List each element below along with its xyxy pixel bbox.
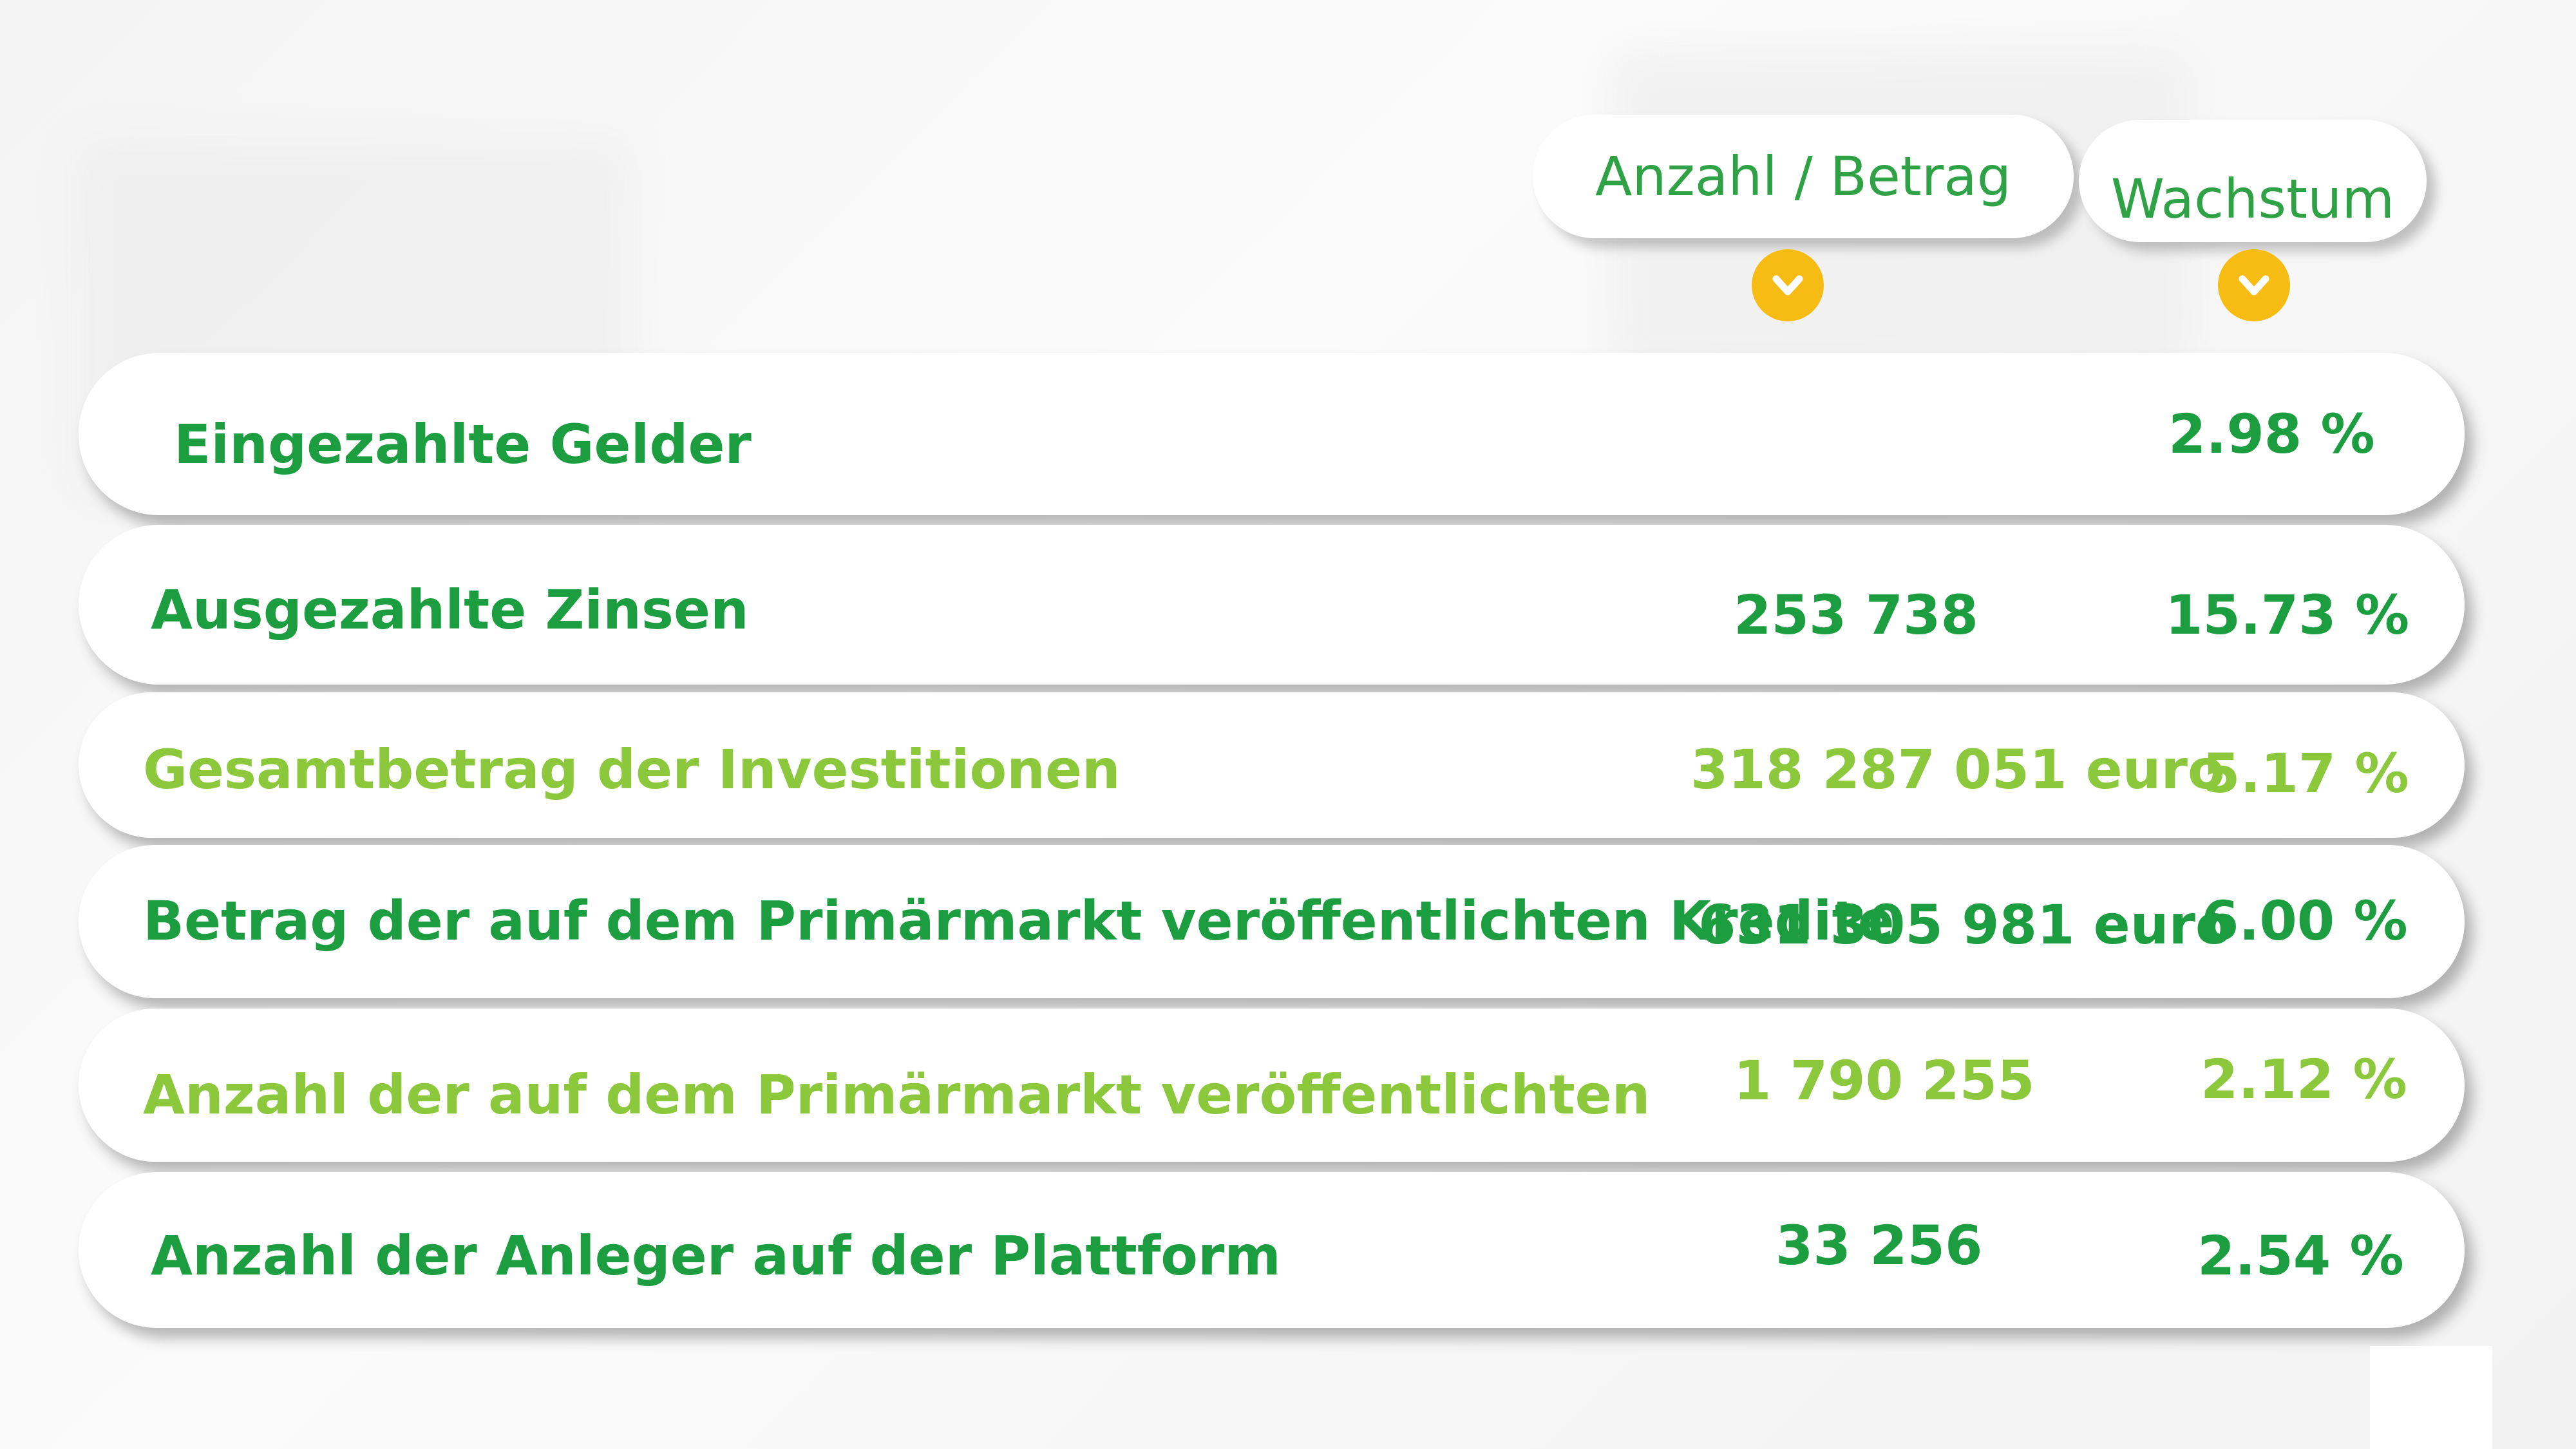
row-label: Eingezahlte Gelder <box>174 413 752 476</box>
row-amount: 253 738 <box>1734 583 1978 647</box>
row-label: Anzahl der Anleger auf der Plattform <box>151 1224 1281 1287</box>
column-header-growth-label: Wachstum <box>2110 167 2395 231</box>
row-growth: 5.17 % <box>2202 742 2409 805</box>
table-row: Gesamtbetrag der Investitionen 318 287 0… <box>79 692 2465 838</box>
table-row: Eingezahlte Gelder 2.98 % <box>79 353 2465 515</box>
row-label: Ausgezahlte Zinsen <box>151 578 749 641</box>
corner-box <box>2370 1346 2492 1449</box>
column-header-growth: Wachstum <box>2079 120 2427 242</box>
table-row: Ausgezahlte Zinsen 253 738 15.73 % <box>79 525 2465 685</box>
chevron-down-icon <box>1752 249 1824 321</box>
table-row: Betrag der auf dem Primärmarkt veröffent… <box>79 845 2465 998</box>
row-growth: 2.12 % <box>2201 1048 2407 1111</box>
row-label: Anzahl der auf dem Primärmarkt veröffent… <box>143 1063 1651 1126</box>
row-amount: 33 256 <box>1776 1214 1983 1277</box>
table-row: Anzahl der auf dem Primärmarkt veröffent… <box>79 1009 2465 1162</box>
column-header-amount-label: Anzahl / Betrag <box>1595 145 2012 208</box>
row-label: Gesamtbetrag der Investitionen <box>143 738 1121 801</box>
chevron-down-icon <box>2218 249 2290 321</box>
row-label: Betrag der auf dem Primärmarkt veröffent… <box>143 889 1895 952</box>
row-amount: 631 305 981 euro <box>1698 893 2233 956</box>
column-header-amount: Anzahl / Betrag <box>1533 115 2074 238</box>
row-amount: 1 790 255 <box>1734 1049 2035 1112</box>
row-growth: 6.00 % <box>2201 889 2408 952</box>
row-growth: 2.98 % <box>2168 402 2375 466</box>
row-growth: 15.73 % <box>2165 583 2410 647</box>
table-row: Anzahl der Anleger auf der Plattform 33 … <box>79 1172 2465 1328</box>
row-growth: 2.54 % <box>2197 1224 2404 1287</box>
row-amount: 318 287 051 euro <box>1690 738 2225 801</box>
